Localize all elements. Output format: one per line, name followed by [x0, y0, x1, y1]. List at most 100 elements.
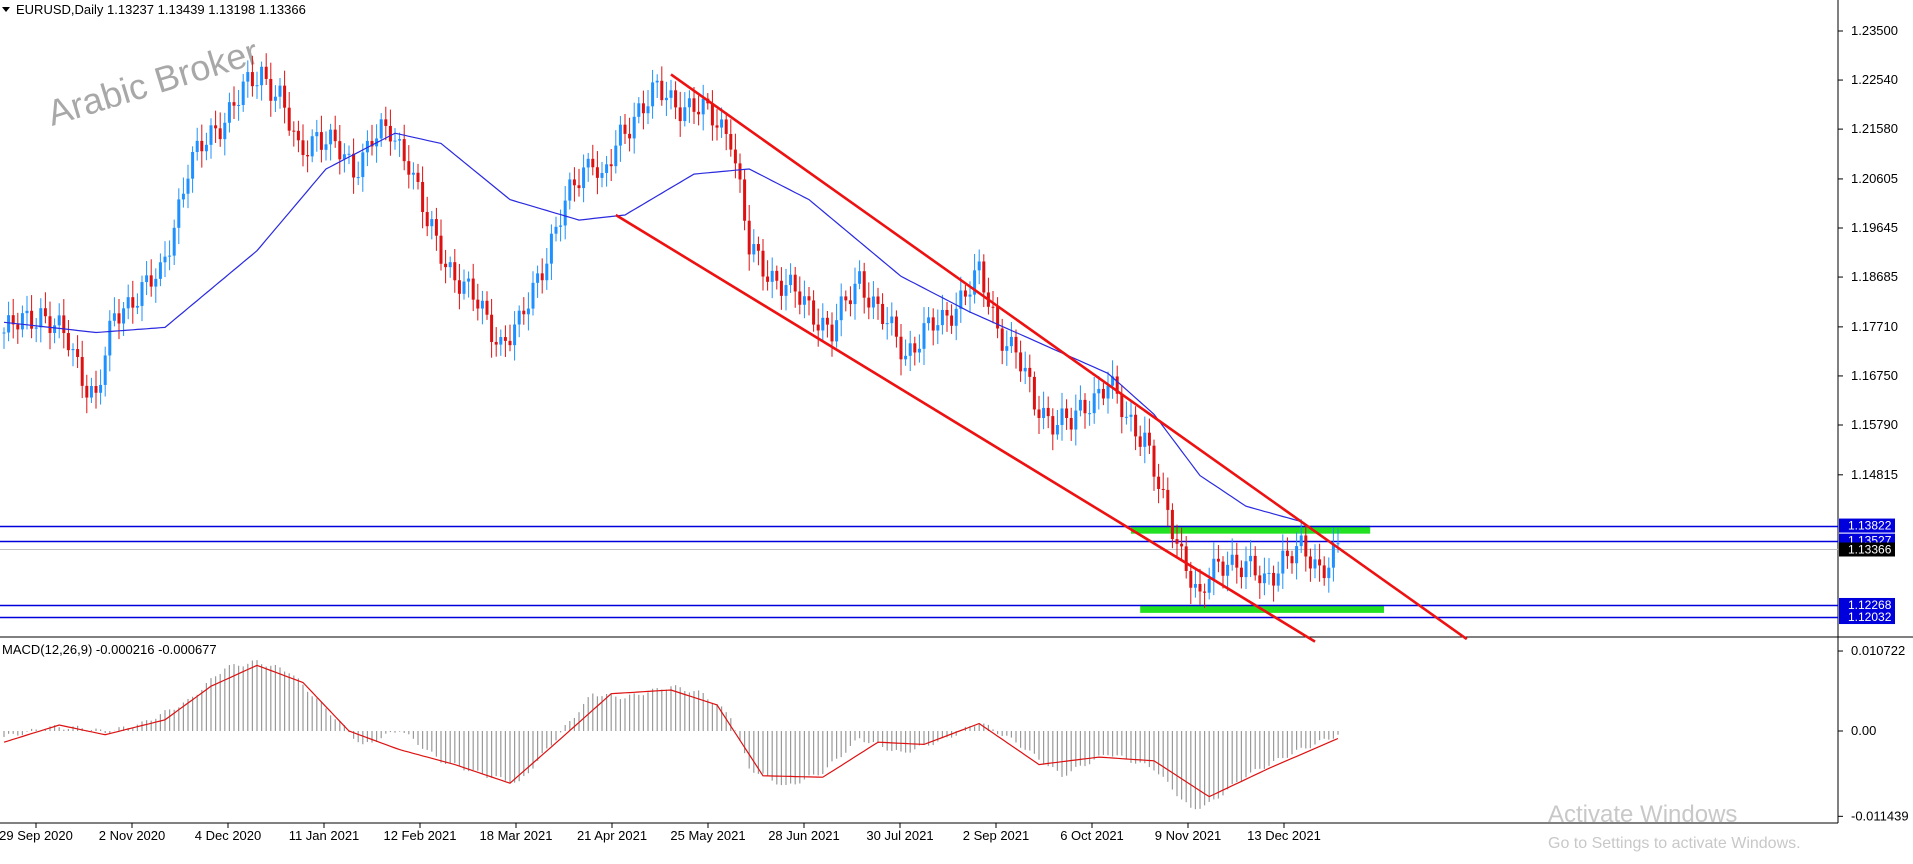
candle: [655, 74, 659, 98]
candle: [140, 275, 144, 322]
candle: [1313, 544, 1317, 579]
candle: [572, 167, 576, 202]
candle: [835, 303, 839, 348]
candle: [779, 267, 783, 310]
candle: [853, 267, 857, 320]
candle: [1005, 330, 1009, 366]
candle: [1253, 546, 1257, 581]
candle: [421, 166, 425, 229]
candle: [678, 91, 682, 137]
candle: [462, 269, 466, 300]
candle: [1106, 371, 1110, 414]
levels-layer: [0, 525, 1838, 619]
candle: [545, 247, 549, 290]
candle: [858, 260, 862, 290]
candle: [871, 281, 875, 320]
macd-tick-label: 0.010722: [1851, 643, 1905, 658]
candle: [315, 119, 319, 152]
candle: [1327, 557, 1331, 593]
candle: [467, 271, 471, 298]
candle: [1074, 394, 1078, 446]
candle: [1138, 425, 1142, 457]
candle: [963, 284, 967, 306]
candle: [1299, 519, 1303, 553]
candle: [1175, 524, 1179, 558]
candle: [301, 124, 305, 167]
candle: [660, 66, 664, 106]
candle: [365, 130, 369, 167]
candle: [766, 260, 770, 291]
channel-lower-line[interactable]: [615, 213, 1316, 643]
candle: [651, 69, 655, 119]
candle: [821, 303, 825, 341]
candle: [329, 123, 333, 161]
candle: [416, 163, 420, 190]
candle: [1166, 477, 1170, 527]
candles-layer: [2, 53, 1340, 608]
time-tick-label: 2 Nov 2020: [99, 828, 166, 843]
candle: [756, 236, 760, 266]
candle: [103, 346, 107, 397]
candle: [1046, 396, 1050, 429]
candle: [1258, 565, 1262, 599]
candle: [214, 110, 218, 143]
candle: [204, 132, 208, 161]
candle: [85, 374, 89, 414]
candle: [306, 140, 310, 173]
candle: [669, 79, 673, 110]
candle: [977, 249, 981, 285]
candle: [729, 119, 733, 157]
candle: [232, 86, 236, 120]
candle: [1239, 560, 1243, 589]
candle: [605, 155, 609, 187]
candle: [816, 308, 820, 347]
candle: [246, 60, 250, 98]
candle: [632, 102, 636, 154]
candle: [94, 370, 98, 409]
activate-windows-title: Activate Windows: [1548, 801, 1737, 828]
candle: [1318, 543, 1322, 582]
candle: [1078, 385, 1082, 417]
candle: [563, 186, 567, 240]
candle: [586, 152, 590, 182]
candle: [453, 249, 457, 293]
candle: [1060, 392, 1064, 441]
channel-upper-line[interactable]: [670, 73, 1468, 641]
candle: [1083, 393, 1087, 429]
candle: [710, 90, 714, 141]
candle: [825, 310, 829, 338]
candle: [1322, 556, 1326, 586]
candle: [319, 115, 323, 163]
candle: [352, 138, 356, 194]
symbol-dropdown-icon[interactable]: [2, 7, 10, 12]
candle: [733, 133, 737, 179]
candle: [1129, 399, 1133, 432]
candle: [614, 130, 618, 174]
candle: [1037, 395, 1041, 435]
candle: [158, 253, 162, 287]
candle: [296, 120, 300, 153]
candle: [715, 109, 719, 141]
candle: [379, 113, 383, 147]
candle: [356, 161, 360, 186]
candle: [623, 113, 627, 144]
moving-average-line: [3, 132, 1302, 523]
candle: [7, 301, 11, 342]
candle: [490, 298, 494, 358]
candle: [439, 219, 443, 271]
candle: [499, 329, 503, 356]
candle: [1009, 322, 1013, 354]
candle: [99, 369, 103, 405]
candle: [1032, 371, 1036, 416]
candle: [39, 298, 43, 343]
candle: [609, 149, 613, 181]
candle: [402, 124, 406, 171]
candle: [1193, 568, 1197, 598]
candle: [600, 162, 604, 188]
candle: [2, 327, 6, 349]
macd-histogram: [3, 660, 1339, 810]
candle: [1331, 527, 1335, 582]
candle: [743, 169, 747, 231]
time-tick-label: 6 Oct 2021: [1060, 828, 1124, 843]
candle: [517, 305, 521, 338]
